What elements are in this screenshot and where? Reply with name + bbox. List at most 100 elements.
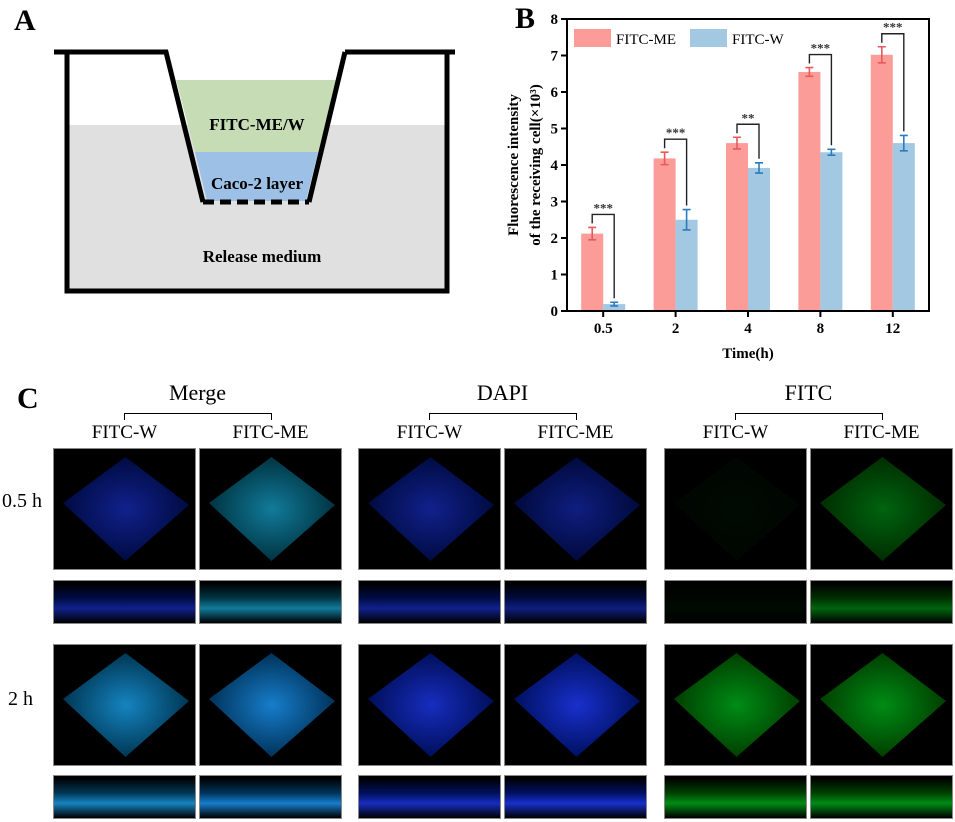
confocal-3d-image	[664, 644, 807, 766]
group-label-fitc: FITC	[784, 380, 833, 405]
y-tick-label: 1	[551, 268, 559, 284]
confocal-side-view	[199, 580, 342, 624]
y-tick-label: 0	[551, 304, 559, 320]
error-bar	[805, 66, 814, 78]
x-tick-label: 12	[885, 321, 900, 337]
confocal-side-view	[358, 580, 501, 624]
significance-bracket	[663, 138, 688, 206]
cells-label: Caco-2 layer	[211, 174, 304, 193]
bar-fitc-w-12	[892, 143, 915, 311]
confocal-3d-image	[810, 644, 953, 766]
significance-label: **	[742, 110, 755, 125]
significance-bracket	[808, 53, 833, 146]
confocal-side-view	[53, 580, 196, 624]
group-bracket	[429, 413, 577, 420]
panel-c-letter: C	[17, 382, 39, 415]
error-bar	[899, 134, 908, 152]
x-tick-label: 4	[744, 321, 752, 337]
legend-label-fitc-w: FITC-W	[732, 32, 785, 48]
bar-fitc-w-2	[675, 219, 698, 311]
confocal-3d-image	[53, 644, 196, 766]
group-label-merge: Merge	[168, 380, 227, 405]
group-label-dapi: DAPI	[476, 380, 529, 405]
confocal-3d-image	[199, 644, 342, 766]
receiver-label: Release medium	[203, 247, 322, 266]
significance-bracket	[881, 33, 905, 132]
error-bar	[877, 45, 886, 64]
y-axis-label-line1: Fluorescence intensity	[506, 94, 522, 236]
confocal-side-view	[358, 775, 501, 819]
confocal-side-view	[199, 775, 342, 819]
confocal-side-view	[504, 580, 647, 624]
confocal-side-view	[810, 580, 953, 624]
bar-fitc-w-8	[820, 152, 843, 311]
significance-bracket	[591, 213, 615, 299]
row-label: 2 h	[8, 688, 33, 710]
transwell-diagram: FITC-ME/W Caco-2 layer Release medium	[54, 49, 455, 294]
x-axis-label: Time(h)	[722, 346, 773, 362]
x-tick-label: 8	[817, 321, 825, 337]
confocal-3d-image	[199, 448, 342, 570]
confocal-3d-image	[664, 448, 807, 570]
error-bar	[588, 226, 597, 241]
error-bar	[733, 136, 741, 150]
legend-swatch-fitc-w	[690, 29, 727, 47]
error-bar	[755, 162, 763, 174]
y-tick-label: 2	[551, 231, 559, 247]
confocal-3d-image	[810, 448, 953, 570]
insert-right-wall	[306, 51, 348, 203]
panel-b-letter: B	[515, 2, 536, 35]
column-label: FITC-ME	[232, 422, 309, 443]
confocal-3d-image	[504, 448, 647, 570]
y-tick-label: 8	[551, 12, 559, 28]
column-label: FITC-ME	[843, 422, 920, 443]
bar-fitc-me-2	[653, 158, 676, 311]
confocal-3d-image	[358, 448, 501, 570]
confocal-side-view	[664, 580, 807, 624]
significance-label: ***	[593, 200, 613, 215]
panel-a-letter: A	[14, 4, 36, 37]
column-label: FITC-W	[396, 422, 463, 443]
error-bar	[827, 148, 836, 156]
y-tick-label: 7	[551, 49, 559, 65]
x-tick-label: 2	[672, 321, 680, 337]
error-bar	[660, 151, 669, 166]
well-outline	[64, 52, 450, 294]
confocal-side-view	[810, 775, 953, 819]
group-bracket	[735, 413, 883, 420]
insert-left-wall	[54, 49, 206, 203]
column-label: FITC-ME	[537, 422, 614, 443]
significance-bracket	[736, 123, 760, 159]
significance-label: ***	[666, 125, 686, 140]
bar-fitc-w-0.5	[603, 304, 626, 311]
bar-fitc-me-12	[870, 54, 893, 312]
donor-solution-region	[176, 80, 337, 152]
bar-fitc-w-4	[748, 167, 770, 311]
significance-label: ***	[883, 20, 903, 35]
y-axis-label-line2: of the receiving cell(×10³)	[528, 84, 544, 245]
error-bar	[682, 208, 691, 231]
confocal-3d-image	[358, 644, 501, 766]
confocal-side-view	[53, 775, 196, 819]
legend-swatch-fitc-me	[574, 29, 611, 47]
y-tick-label: 4	[551, 158, 559, 174]
row-label: 0.5 h	[2, 490, 42, 512]
bar-fitc-me-0.5	[581, 233, 604, 311]
y-tick-label: 6	[551, 85, 559, 101]
donor-label: FITC-ME/W	[209, 115, 304, 134]
y-tick-label: 3	[551, 195, 559, 211]
x-tick-label: 0.5	[594, 321, 613, 337]
confocal-3d-image	[53, 448, 196, 570]
column-label: FITC-W	[91, 422, 158, 443]
y-tick-label: 5	[551, 122, 559, 138]
bar-fitc-me-8	[798, 71, 821, 311]
bar-fitc-me-4	[726, 143, 748, 311]
legend-label-fitc-me: FITC-ME	[616, 32, 676, 48]
caco2-layer-region	[195, 152, 318, 201]
confocal-3d-image	[504, 644, 647, 766]
confocal-side-view	[664, 775, 807, 819]
group-bracket	[124, 413, 272, 420]
confocal-side-view	[504, 775, 647, 819]
column-label: FITC-W	[702, 422, 769, 443]
